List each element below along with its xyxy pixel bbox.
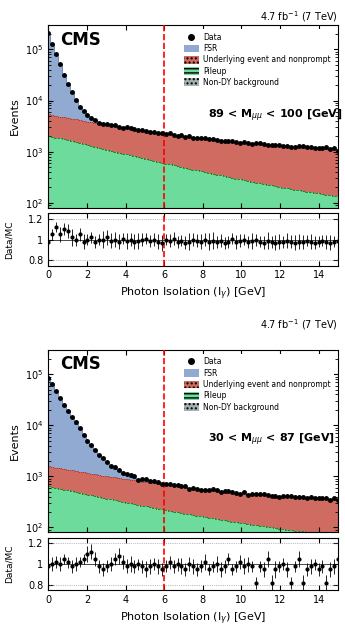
Text: CMS: CMS: [60, 31, 101, 48]
Y-axis label: Events: Events: [9, 97, 19, 135]
X-axis label: Photon Isolation (I$_{\gamma}$) [GeV]: Photon Isolation (I$_{\gamma}$) [GeV]: [120, 286, 266, 303]
Legend: Data, FSR, Underlying event and nonprompt, Pileup, Non-DY background: Data, FSR, Underlying event and nonpromp…: [180, 354, 334, 416]
Y-axis label: Data/MC: Data/MC: [4, 220, 13, 259]
Text: CMS: CMS: [60, 355, 101, 373]
Legend: Data, FSR, Underlying event and nonprompt, Pileup, Non-DY background: Data, FSR, Underlying event and nonpromp…: [180, 29, 334, 90]
Y-axis label: Events: Events: [9, 422, 19, 460]
Text: 4.7 fb$^{-1}$ (7 TeV): 4.7 fb$^{-1}$ (7 TeV): [260, 317, 338, 332]
Text: 4.7 fb$^{-1}$ (7 TeV): 4.7 fb$^{-1}$ (7 TeV): [260, 9, 338, 24]
Y-axis label: Data/MC: Data/MC: [4, 545, 13, 583]
X-axis label: Photon Isolation (I$_{\gamma}$) [GeV]: Photon Isolation (I$_{\gamma}$) [GeV]: [120, 611, 266, 627]
Text: 30 < M$_{\mu\mu}$ < 87 [GeV]: 30 < M$_{\mu\mu}$ < 87 [GeV]: [208, 432, 335, 448]
Text: 89 < M$_{\mu\mu}$ < 100 [GeV]: 89 < M$_{\mu\mu}$ < 100 [GeV]: [208, 107, 342, 124]
